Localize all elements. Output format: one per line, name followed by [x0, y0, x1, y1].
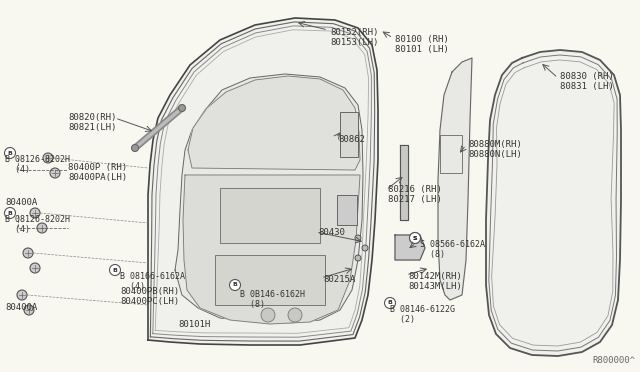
Polygon shape	[175, 74, 363, 323]
Text: 80216 (RH)
80217 (LH): 80216 (RH) 80217 (LH)	[388, 185, 442, 204]
Circle shape	[4, 208, 15, 218]
Text: B 08146-6122G
  (2): B 08146-6122G (2)	[390, 305, 455, 324]
Circle shape	[37, 223, 47, 233]
Circle shape	[30, 208, 40, 218]
Circle shape	[410, 232, 420, 244]
Text: B: B	[113, 267, 117, 273]
Polygon shape	[486, 50, 621, 356]
Polygon shape	[395, 235, 425, 260]
Bar	[337, 195, 357, 225]
Text: 80862: 80862	[338, 135, 365, 144]
Circle shape	[17, 290, 27, 300]
Circle shape	[288, 308, 302, 322]
Bar	[340, 112, 358, 157]
Circle shape	[131, 144, 138, 151]
Text: S: S	[413, 235, 417, 241]
Text: S: S	[413, 235, 417, 241]
Circle shape	[30, 263, 40, 273]
Text: 80400A: 80400A	[5, 303, 37, 312]
Circle shape	[230, 279, 241, 291]
Circle shape	[362, 245, 368, 251]
Circle shape	[4, 148, 15, 158]
Circle shape	[261, 308, 275, 322]
Text: 80880M(RH)
80880N(LH): 80880M(RH) 80880N(LH)	[468, 140, 522, 159]
Text: 80100 (RH)
80101 (LH): 80100 (RH) 80101 (LH)	[395, 35, 449, 54]
Circle shape	[410, 232, 420, 244]
Text: B: B	[388, 301, 392, 305]
Circle shape	[355, 235, 361, 241]
Polygon shape	[148, 18, 378, 345]
Text: B: B	[8, 151, 12, 155]
Text: S 08566-6162A
  (8): S 08566-6162A (8)	[420, 240, 485, 259]
Text: 80400PB(RH)
80400PC(LH): 80400PB(RH) 80400PC(LH)	[120, 287, 179, 307]
Text: B 0B146-6162H
  (8): B 0B146-6162H (8)	[240, 290, 305, 310]
Text: B: B	[232, 282, 237, 288]
Circle shape	[109, 264, 120, 276]
Text: B 08126-8202H
  (4): B 08126-8202H (4)	[5, 155, 70, 174]
Text: B: B	[8, 211, 12, 215]
Text: B 08126-8202H
  (4): B 08126-8202H (4)	[5, 215, 70, 234]
Text: R800000^: R800000^	[592, 356, 635, 365]
Circle shape	[23, 248, 33, 258]
Text: 80820(RH)
80821(LH): 80820(RH) 80821(LH)	[68, 113, 116, 132]
Text: 80400P (RH)
80400PA(LH): 80400P (RH) 80400PA(LH)	[68, 163, 127, 182]
Text: 80142M(RH)
80143M(LH): 80142M(RH) 80143M(LH)	[408, 272, 461, 291]
Text: 80152(RH)
80153(LH): 80152(RH) 80153(LH)	[330, 28, 378, 47]
Circle shape	[355, 255, 361, 261]
Polygon shape	[183, 175, 360, 324]
Circle shape	[43, 153, 53, 163]
Polygon shape	[400, 145, 408, 220]
Text: 80400A: 80400A	[5, 198, 37, 207]
Circle shape	[385, 298, 396, 308]
Bar	[215, 255, 325, 305]
Circle shape	[50, 168, 60, 178]
Polygon shape	[188, 76, 360, 170]
Bar	[220, 188, 320, 243]
Text: 80215A: 80215A	[323, 275, 355, 284]
Bar	[440, 135, 462, 173]
Text: 80430: 80430	[318, 228, 345, 237]
Text: 80101H: 80101H	[178, 320, 211, 329]
Circle shape	[179, 105, 186, 112]
Polygon shape	[438, 58, 472, 300]
Text: 80830 (RH)
80831 (LH): 80830 (RH) 80831 (LH)	[560, 72, 614, 92]
Text: B 08166-6162A
  (4): B 08166-6162A (4)	[120, 272, 185, 291]
Circle shape	[24, 305, 34, 315]
